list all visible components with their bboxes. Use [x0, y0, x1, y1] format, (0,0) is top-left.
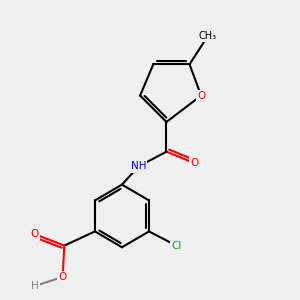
Text: O: O — [197, 91, 205, 100]
Text: NH: NH — [131, 161, 146, 172]
Text: H: H — [31, 281, 38, 291]
Text: O: O — [190, 158, 199, 168]
Text: Cl: Cl — [171, 241, 182, 250]
Text: CH₃: CH₃ — [199, 31, 217, 41]
Text: O: O — [58, 272, 67, 282]
Text: O: O — [31, 229, 39, 239]
